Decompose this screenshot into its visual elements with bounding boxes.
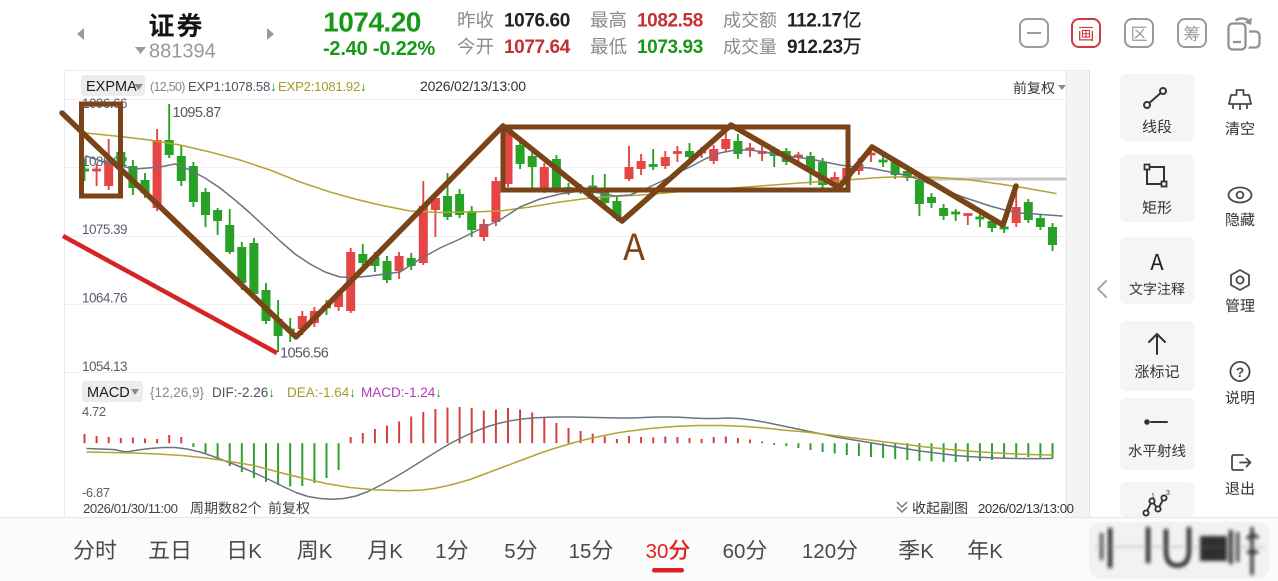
svg-text:DIF:-2.26: DIF:-2.26 xyxy=(212,385,268,400)
svg-text:1074.20: 1074.20 xyxy=(323,7,421,38)
svg-text:K: K xyxy=(920,540,934,563)
svg-text:EXP2:1081.92: EXP2:1081.92 xyxy=(278,79,360,94)
svg-text:82: 82 xyxy=(232,500,248,516)
svg-text:1056.56: 1056.56 xyxy=(280,346,329,362)
svg-text:K: K xyxy=(389,540,403,563)
svg-text:1075.39: 1075.39 xyxy=(82,222,127,237)
svg-text:881394: 881394 xyxy=(149,41,216,63)
svg-text:1095.87: 1095.87 xyxy=(173,105,222,121)
svg-text:3: 3 xyxy=(1166,490,1170,497)
svg-text:1: 1 xyxy=(435,540,446,563)
svg-text:↓: ↓ xyxy=(270,79,277,94)
svg-text:912.23: 912.23 xyxy=(787,37,843,58)
svg-text:EXPMA: EXPMA xyxy=(86,79,137,95)
svg-text:1082.58: 1082.58 xyxy=(637,11,703,32)
svg-text:-2.40 -0.22%: -2.40 -0.22% xyxy=(323,38,436,60)
svg-text:DEA:-1.64: DEA:-1.64 xyxy=(287,385,350,400)
svg-text:2026/02/13/13:00: 2026/02/13/13:00 xyxy=(978,501,1074,516)
svg-text:1064.76: 1064.76 xyxy=(82,291,127,306)
svg-text:↓: ↓ xyxy=(360,79,367,94)
svg-text:MACD: MACD xyxy=(87,385,130,401)
svg-text:1076.60: 1076.60 xyxy=(504,11,570,32)
svg-text:30: 30 xyxy=(646,540,669,563)
svg-text:120: 120 xyxy=(802,540,836,563)
svg-text:?: ? xyxy=(1236,364,1245,380)
svg-text:1077.64: 1077.64 xyxy=(504,37,571,58)
svg-text:2026/02/13/13:00: 2026/02/13/13:00 xyxy=(420,78,526,94)
svg-text:K: K xyxy=(989,540,1003,563)
svg-text:↓: ↓ xyxy=(268,385,275,400)
svg-text:EXP1:1078.58: EXP1:1078.58 xyxy=(188,79,270,94)
svg-text:15: 15 xyxy=(569,540,592,563)
svg-text:4.72: 4.72 xyxy=(82,404,106,419)
svg-text:{12,26,9}: {12,26,9} xyxy=(150,385,205,400)
svg-text:2026/01/30/11:00: 2026/01/30/11:00 xyxy=(83,501,178,516)
svg-text:K: K xyxy=(248,540,262,563)
svg-text:5: 5 xyxy=(504,540,515,563)
svg-text:1054.13: 1054.13 xyxy=(82,359,127,374)
svg-text:MACD:-1.24: MACD:-1.24 xyxy=(361,385,436,400)
svg-text:↓: ↓ xyxy=(435,385,442,400)
svg-text:60: 60 xyxy=(723,540,746,563)
svg-text:112.17: 112.17 xyxy=(787,11,842,32)
svg-text:1073.93: 1073.93 xyxy=(637,37,703,58)
svg-text:(12,50): (12,50) xyxy=(150,80,185,94)
svg-text:↓: ↓ xyxy=(349,385,356,400)
svg-text:-6.87: -6.87 xyxy=(82,485,110,500)
svg-text:1: 1 xyxy=(1151,493,1155,500)
svg-text:K: K xyxy=(319,540,333,563)
